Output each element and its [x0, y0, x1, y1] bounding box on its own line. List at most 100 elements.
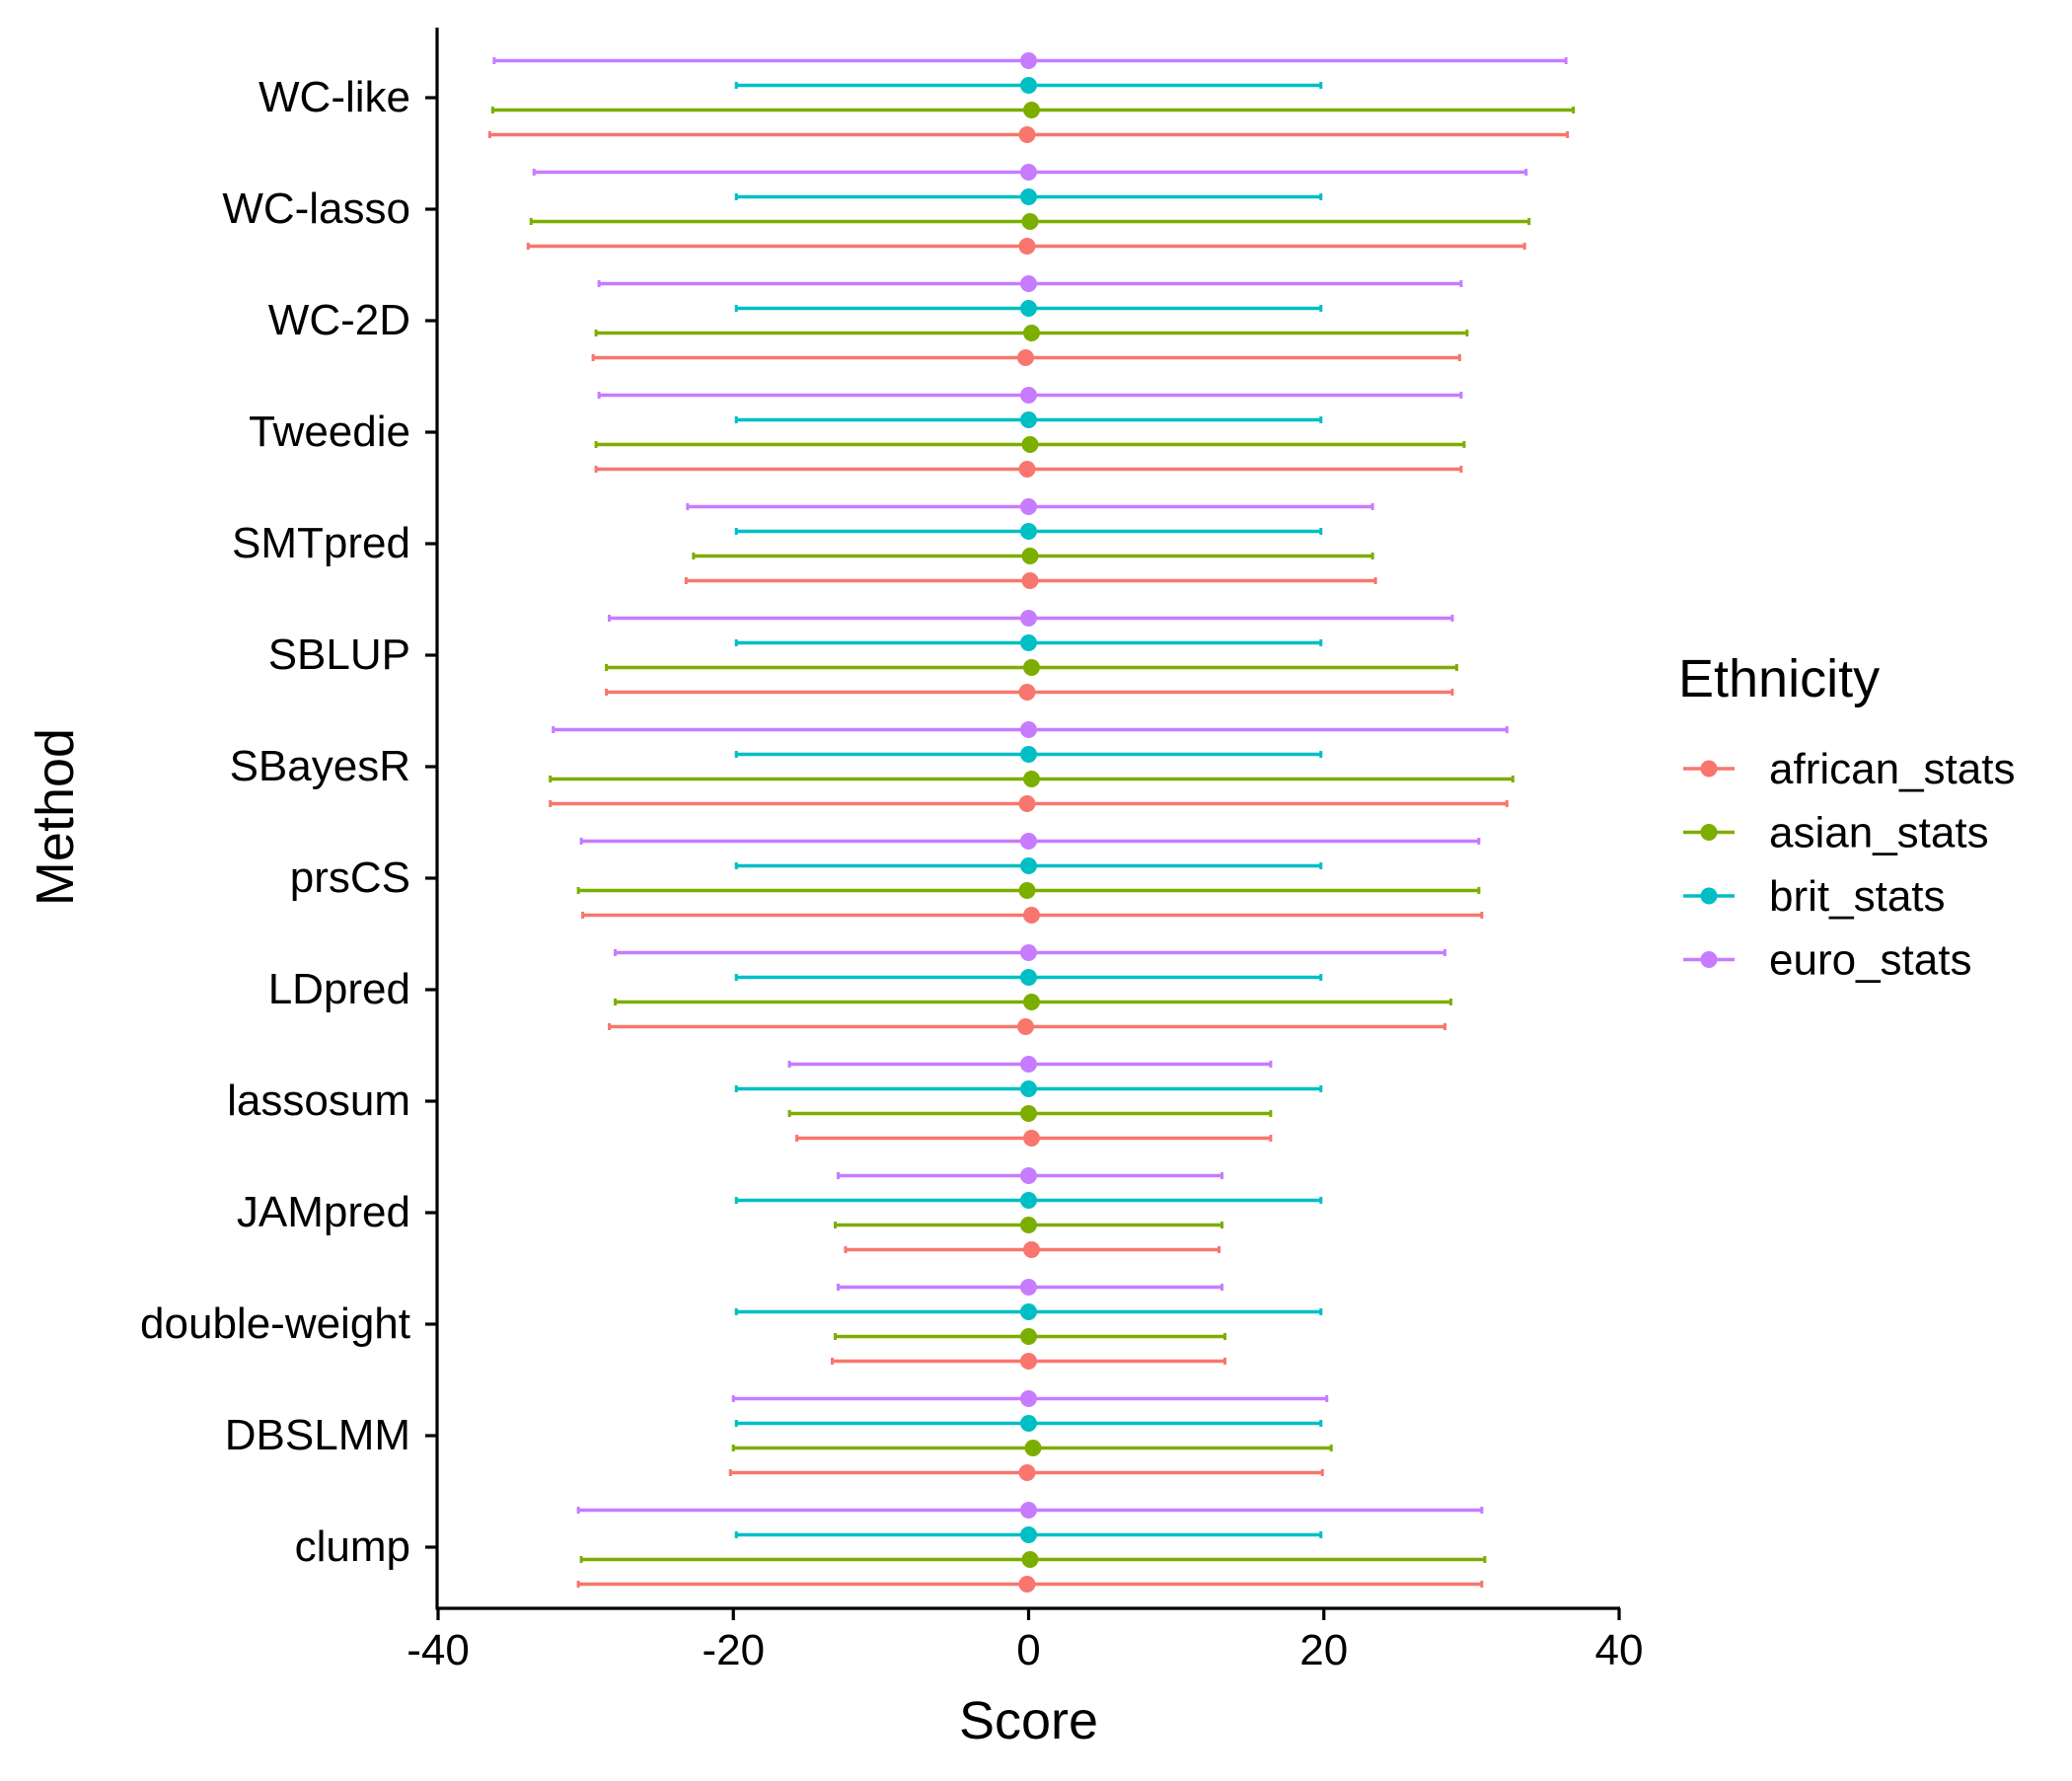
legend-key-point — [1700, 824, 1718, 841]
y-tick-label: WC-like — [259, 73, 410, 121]
y-tick-label: SBLUP — [268, 631, 410, 679]
data-point — [1018, 684, 1036, 701]
data-point — [1020, 498, 1037, 515]
y-tick-label: LDpred — [268, 965, 410, 1013]
data-point — [1020, 1056, 1037, 1073]
legend-item: brit_stats — [1683, 872, 1946, 921]
data-point — [1022, 771, 1040, 787]
legend-label: brit_stats — [1769, 872, 1946, 921]
legend-label: african_stats — [1769, 745, 2015, 793]
y-tick-label: WC-2D — [268, 296, 410, 344]
data-point — [1017, 349, 1035, 366]
legend: Ethnicity african_stats asian_stats brit_s… — [1678, 649, 2015, 985]
data-point — [1020, 1390, 1037, 1407]
data-point — [1018, 126, 1036, 143]
x-tick-label: -20 — [702, 1626, 765, 1674]
data-point — [1020, 1080, 1037, 1097]
data-point — [1020, 1192, 1037, 1209]
data-point — [1020, 1303, 1037, 1320]
data-point — [1022, 1241, 1040, 1258]
data-point — [1021, 548, 1039, 564]
data-point — [1020, 1502, 1037, 1519]
data-point — [1020, 411, 1037, 428]
data-point — [1021, 1551, 1039, 1568]
data-point — [1018, 1464, 1036, 1481]
data-point — [1020, 1353, 1037, 1370]
y-tick-label: double-weight — [140, 1299, 410, 1348]
y-tick-label: Tweedie — [249, 408, 410, 456]
data-point — [1018, 461, 1036, 478]
data-point — [1020, 1328, 1037, 1345]
series-brit_stats — [734, 77, 1323, 1543]
data-point — [1018, 238, 1036, 255]
data-point — [1020, 1217, 1037, 1233]
legend-label: asian_stats — [1769, 809, 1989, 857]
data-point — [1018, 1576, 1036, 1593]
data-point — [1018, 795, 1036, 812]
legend-item: euro_stats — [1683, 936, 1971, 985]
data-point — [1020, 164, 1037, 181]
y-tick-label: prsCS — [290, 853, 410, 902]
x-tick-label: 20 — [1299, 1626, 1348, 1674]
axes: WC-like WC-lasso WC-2D Tweedie SMTpred SBLUP S… — [140, 28, 1643, 1674]
legend-title: Ethnicity — [1678, 649, 1880, 708]
data-marks — [487, 52, 1576, 1593]
data-point — [1020, 610, 1037, 627]
data-point — [1020, 1415, 1037, 1432]
series-asian_stats — [490, 102, 1576, 1568]
data-point — [1020, 969, 1037, 986]
legend-label: euro_stats — [1769, 936, 1971, 985]
data-point — [1021, 572, 1039, 589]
legend-key-point — [1700, 760, 1718, 778]
x-tick-label: 40 — [1595, 1626, 1644, 1674]
data-point — [1021, 436, 1039, 453]
data-point — [1020, 52, 1037, 69]
data-point — [1020, 944, 1037, 961]
x-axis-title: Score — [959, 1691, 1098, 1750]
data-point — [1022, 325, 1040, 341]
legend-item: asian_stats — [1683, 809, 1989, 857]
y-axis-title: Method — [26, 728, 85, 906]
data-point — [1018, 882, 1036, 899]
y-axis-ticks: WC-like WC-lasso WC-2D Tweedie SMTpred SBLUP S… — [140, 73, 437, 1571]
data-point — [1022, 659, 1040, 676]
y-tick-label: JAMpred — [237, 1188, 410, 1236]
x-axis-ticks: -40 -20 0 20 40 — [407, 1608, 1643, 1674]
y-tick-label: WC-lasso — [222, 185, 410, 233]
legend-key-point — [1700, 887, 1718, 905]
data-point — [1022, 1130, 1040, 1147]
y-tick-label: SMTpred — [232, 519, 410, 567]
y-tick-label: lassosum — [227, 1076, 410, 1125]
data-point — [1020, 1526, 1037, 1543]
x-tick-label: -40 — [407, 1626, 470, 1674]
data-point — [1020, 387, 1037, 404]
data-point — [1022, 907, 1040, 924]
data-point — [1020, 721, 1037, 738]
data-point — [1017, 1018, 1035, 1035]
data-point — [1020, 523, 1037, 540]
x-tick-label: 0 — [1016, 1626, 1040, 1674]
data-point — [1020, 77, 1037, 94]
y-tick-label: clump — [295, 1522, 410, 1571]
data-point — [1020, 746, 1037, 763]
data-point — [1020, 188, 1037, 205]
data-point — [1021, 213, 1039, 230]
data-point — [1020, 1105, 1037, 1122]
data-point — [1020, 1167, 1037, 1184]
data-point — [1022, 102, 1040, 118]
legend-key-point — [1700, 951, 1718, 968]
legend-item: african_stats — [1683, 745, 2015, 793]
data-point — [1024, 1440, 1042, 1456]
data-point — [1020, 1279, 1037, 1296]
data-point — [1020, 857, 1037, 874]
data-point — [1020, 634, 1037, 651]
series-african_stats — [487, 126, 1570, 1593]
data-point — [1020, 300, 1037, 317]
y-tick-label: DBSLMM — [225, 1411, 410, 1459]
data-point — [1020, 833, 1037, 850]
data-point — [1022, 994, 1040, 1010]
data-point — [1020, 275, 1037, 292]
y-tick-label: SBayesR — [230, 742, 410, 790]
